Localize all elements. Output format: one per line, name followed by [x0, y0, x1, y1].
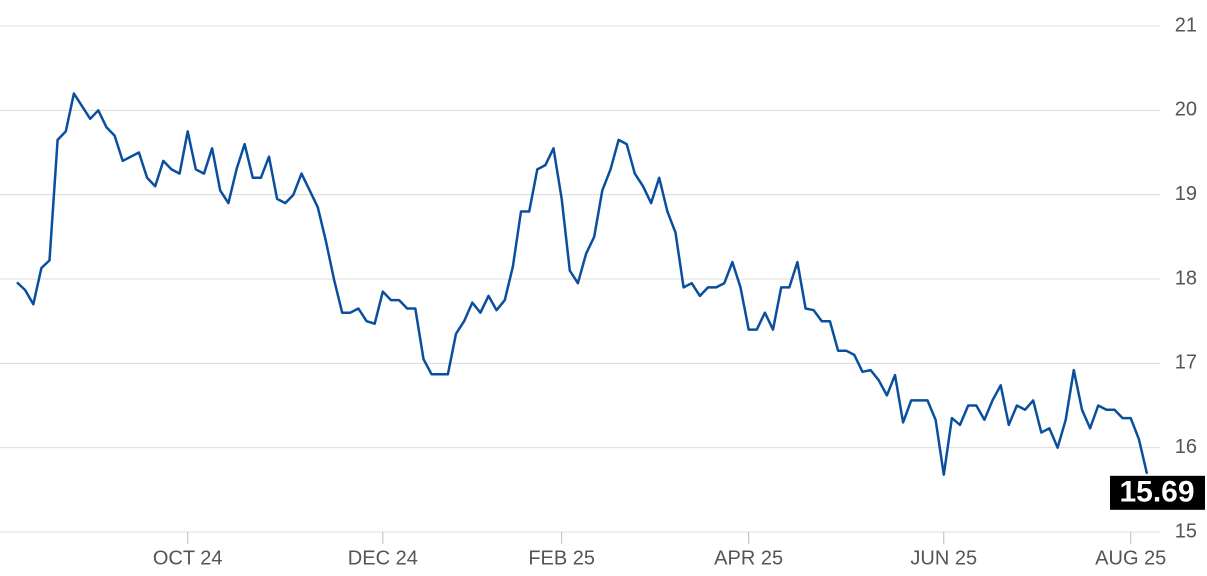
x-tick-label: OCT 24 — [153, 547, 223, 569]
price-line — [16, 92, 1149, 476]
y-tick-label: 21 — [1175, 14, 1197, 36]
y-tick-label: 16 — [1175, 436, 1197, 458]
y-tick-label: 17 — [1175, 352, 1197, 374]
y-tick-label: 19 — [1175, 183, 1197, 205]
x-tick-label: DEC 24 — [348, 547, 418, 569]
y-tick-label: 15 — [1175, 520, 1197, 542]
y-tick-label: 18 — [1175, 267, 1197, 289]
x-tick-label: AUG 25 — [1095, 547, 1166, 569]
x-tick-label: APR 25 — [714, 547, 783, 569]
last-value-box — [1110, 475, 1205, 510]
last-value-label: 15.69 — [1119, 476, 1194, 509]
y-tick-label: 20 — [1175, 99, 1197, 121]
x-tick-label: JUN 25 — [910, 547, 977, 569]
x-tick-label: FEB 25 — [528, 547, 595, 569]
